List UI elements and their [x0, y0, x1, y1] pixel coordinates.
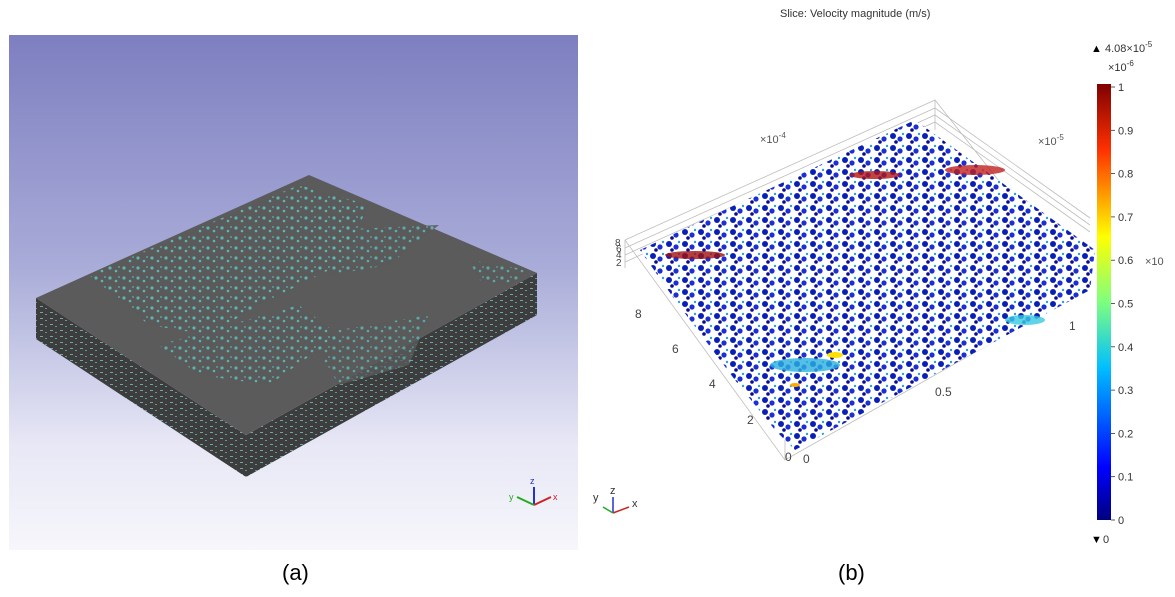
colorbar-tick-label: 1	[1118, 82, 1124, 94]
colorbar-max-label: 4.08×10-5	[1105, 40, 1153, 55]
y-tick: 4	[709, 377, 716, 391]
z-tick: 2	[616, 258, 622, 269]
y-axis-ticks: 8 6 4 2 0	[635, 307, 792, 464]
colorbar-tick-label: 0.9	[1118, 125, 1133, 137]
y-tick: 8	[635, 307, 642, 321]
z-axis-ticks: 8 6 4 2	[615, 238, 622, 269]
pore-region	[159, 305, 339, 385]
x-tick: 1	[1069, 319, 1076, 333]
triad-x-label: x	[553, 492, 558, 502]
slab-front-side	[246, 273, 537, 477]
y-tick: 2	[747, 413, 754, 427]
y-tick: 0	[785, 450, 792, 464]
colorbar-tick-label: 0.5	[1118, 299, 1133, 311]
z-multiplier: ×10	[1145, 256, 1164, 268]
caption-a: (a)	[282, 560, 309, 585]
colorbar-ticks: 1 0.9 0.8 0.7 0.6 0.5 0.4 0.3 0.2 0.1 0	[1111, 82, 1133, 527]
y-multiplier: ×10-5	[1038, 133, 1064, 148]
x-tick: 0	[803, 452, 810, 466]
triad-z-label: z	[610, 485, 616, 497]
velocity-hotspots	[665, 165, 1045, 387]
slab-left-side	[36, 298, 246, 477]
triad-y-label: y	[593, 492, 599, 504]
x-multiplier: ×10-4	[760, 131, 786, 146]
pore-region	[329, 225, 439, 275]
z-tick: 4	[616, 250, 622, 261]
colorbar-tick-label: 0	[1118, 515, 1124, 527]
pore-region	[309, 315, 429, 385]
panel-a-porous-media-render: z x y	[9, 35, 578, 550]
colorbar-tick-label: 0.1	[1118, 472, 1133, 484]
triad-y-label: y	[509, 492, 514, 502]
triad-z-label: z	[530, 476, 535, 486]
triad-x-label: x	[632, 498, 638, 510]
colorbar-tick-label: 0.8	[1118, 169, 1133, 181]
velocity-plot: ×10-4 ×10-5 ×10 8 6 4 2 8 6 4 2 0 0 0.5 …	[593, 40, 1164, 546]
panel-b-velocity-slice: ×10-4 ×10-5 ×10 8 6 4 2 8 6 4 2 0 0 0.5 …	[585, 0, 1175, 560]
pore-region	[89, 185, 369, 335]
colorbar: ▲ 4.08×10-5 ×10-6 1 0.9 0.8 0.7 0.6 0.5 0.4 0.3…	[1091, 40, 1153, 546]
colorbar-tick-label: 0.6	[1118, 255, 1133, 267]
colorbar-tick-label: 0.4	[1118, 342, 1133, 354]
colorbar-min-label: 0	[1103, 534, 1109, 546]
pore-region	[469, 260, 529, 285]
z-tick: 6	[616, 244, 622, 255]
porous-slab-render: z x y	[36, 175, 558, 506]
slice-title: Slice: Velocity magnitude (m/s)	[780, 8, 931, 20]
colorbar-tick-label: 0.7	[1118, 212, 1133, 224]
z-tick: 8	[615, 238, 621, 249]
axis-triad-b: z x y	[593, 485, 638, 514]
colorbar-gradient	[1097, 84, 1111, 520]
colorbar-tick-label: 0.3	[1118, 385, 1133, 397]
y-tick: 6	[672, 342, 679, 356]
colorbar-min-marker: ▼	[1091, 534, 1102, 546]
x-axis-ticks: 0 0.5 1	[803, 319, 1076, 466]
x-tick: 0.5	[935, 385, 952, 399]
caption-b: (b)	[838, 560, 865, 585]
colorbar-scale: ×10-6	[1108, 59, 1134, 74]
colorbar-tick-label: 0.2	[1118, 428, 1133, 440]
axis-triad-a: z x y	[509, 476, 558, 506]
colorbar-max-marker: ▲	[1091, 43, 1102, 55]
velocity-field	[640, 120, 1095, 450]
